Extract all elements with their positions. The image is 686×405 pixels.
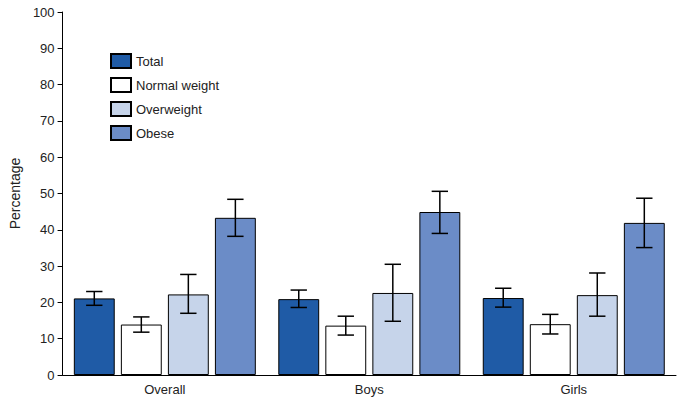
svg-text:Normal weight: Normal weight xyxy=(136,78,219,93)
svg-text:Overweight: Overweight xyxy=(136,102,202,117)
svg-text:50: 50 xyxy=(40,186,54,201)
svg-text:0: 0 xyxy=(47,368,54,383)
svg-text:100: 100 xyxy=(33,5,55,20)
svg-text:Girls: Girls xyxy=(560,382,587,397)
svg-text:80: 80 xyxy=(40,77,54,92)
svg-text:Total: Total xyxy=(136,54,164,69)
svg-text:70: 70 xyxy=(40,113,54,128)
svg-text:40: 40 xyxy=(40,222,54,237)
svg-text:Boys: Boys xyxy=(355,382,384,397)
svg-text:90: 90 xyxy=(40,41,54,56)
svg-text:30: 30 xyxy=(40,259,54,274)
svg-text:Overall: Overall xyxy=(144,382,185,397)
svg-text:20: 20 xyxy=(40,295,54,310)
svg-text:10: 10 xyxy=(40,331,54,346)
svg-text:60: 60 xyxy=(40,150,54,165)
svg-text:Percentage: Percentage xyxy=(7,157,23,229)
svg-text:Obese: Obese xyxy=(136,126,174,141)
